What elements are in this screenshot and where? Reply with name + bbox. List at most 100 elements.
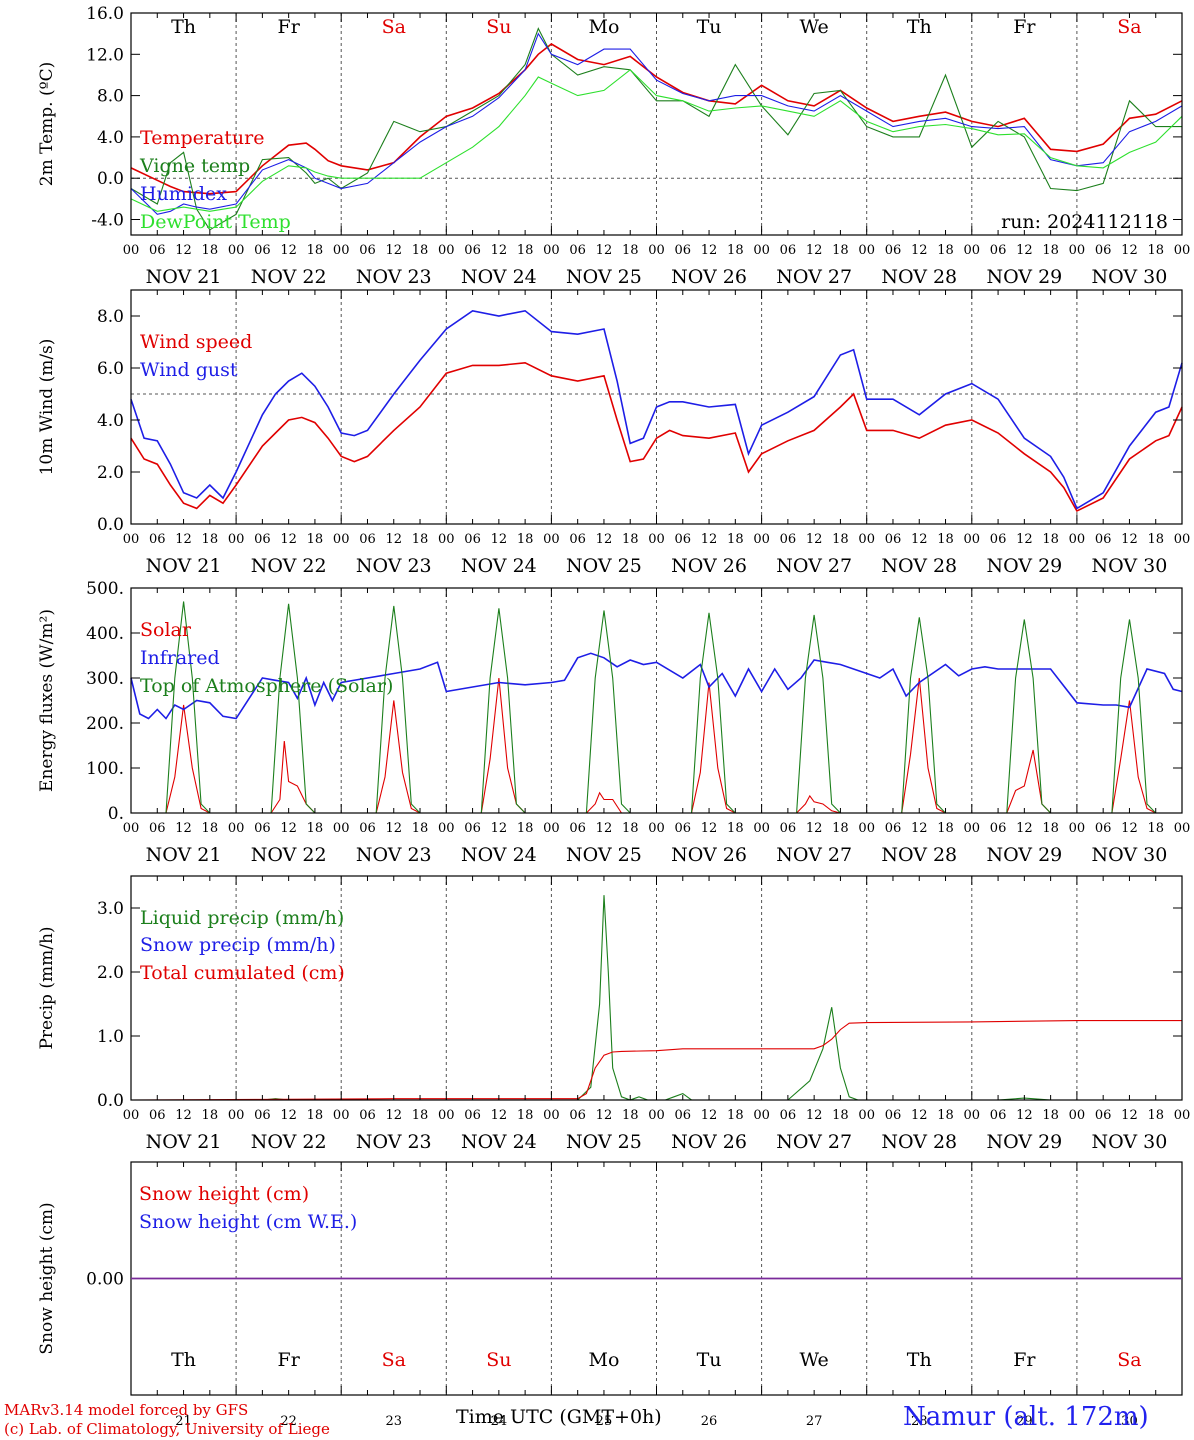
y-tick-label: 6.0 (97, 359, 124, 379)
x-date-label: NOV 29 (986, 844, 1062, 866)
x-hour-label: 06 (254, 1108, 271, 1123)
x-date-label: NOV 28 (881, 555, 957, 577)
x-hour-label: 18 (412, 243, 429, 258)
x-hour-label: 18 (307, 1108, 324, 1123)
legend-entry: Top of Atmosphere (Solar) (140, 675, 393, 697)
x-hour-label: 18 (517, 243, 534, 258)
x-date-label: NOV 26 (671, 266, 747, 288)
x-hour-label: 12 (175, 1108, 192, 1123)
x-hour-label: 18 (727, 243, 744, 258)
x-date-label: NOV 27 (776, 1131, 852, 1153)
x-date-label: NOV 27 (776, 555, 852, 577)
y-axis-label: Precip (mm/h) (37, 926, 57, 1049)
x-date-label: NOV 29 (986, 555, 1062, 577)
day-name-label: Th (171, 1349, 196, 1371)
y-axis-label: Snow height (cm) (37, 1202, 57, 1354)
legend-entry: Wind speed (140, 331, 252, 353)
y-tick-label: 8.0 (97, 87, 124, 107)
x-hour-label: 06 (149, 1108, 166, 1123)
x-date-label: NOV 29 (986, 1131, 1062, 1153)
x-date-label: NOV 27 (776, 266, 852, 288)
legend-entry: Wind gust (140, 359, 238, 381)
x-hour-label: 12 (911, 532, 928, 547)
x-hour-label: 12 (701, 1108, 718, 1123)
day-number-label: 28 (911, 1414, 928, 1429)
x-hour-label: 06 (464, 821, 481, 836)
x-hour-label: 00 (123, 1108, 140, 1123)
y-tick-label: 3.0 (97, 899, 124, 919)
x-hour-label: 06 (675, 821, 692, 836)
y-tick-label: 1.0 (97, 1027, 124, 1047)
x-hour-label: 12 (385, 821, 402, 836)
y-tick-label: 2.0 (97, 463, 124, 483)
run-annotation: run: 2024112118 (1001, 211, 1168, 233)
x-hour-label: 00 (964, 532, 981, 547)
day-name-label: Tu (697, 16, 722, 38)
x-hour-label: 12 (1121, 243, 1138, 258)
x-hour-label: 00 (228, 532, 245, 547)
x-hour-label: 00 (333, 1108, 350, 1123)
x-hour-label: 06 (1095, 1108, 1112, 1123)
y-axis-label: 2m Temp. (ºC) (37, 62, 57, 187)
y-tick-label: 400. (86, 624, 124, 644)
day-number-label: 25 (596, 1414, 613, 1429)
x-hour-label: 18 (832, 243, 849, 258)
x-hour-label: 00 (648, 1108, 665, 1123)
x-hour-label: 06 (885, 821, 902, 836)
x-hour-label: 00 (753, 532, 770, 547)
x-hour-label: 12 (491, 532, 508, 547)
x-hour-label: 06 (990, 821, 1007, 836)
x-hour-label: 18 (517, 1108, 534, 1123)
day-name-label: Mo (588, 1349, 619, 1371)
y-tick-label: 300. (86, 669, 124, 689)
x-hour-label: 06 (780, 243, 797, 258)
day-name-label: Fr (278, 1349, 301, 1371)
x-hour-label: 06 (149, 532, 166, 547)
x-hour-label: 12 (385, 243, 402, 258)
x-hour-label: 12 (1121, 532, 1138, 547)
x-date-label: NOV 24 (461, 555, 537, 577)
x-hour-label: 18 (937, 532, 954, 547)
x-hour-label: 06 (464, 532, 481, 547)
legend-entry: Snow precip (mm/h) (140, 934, 336, 956)
legend-entry: Vigne temp (139, 155, 250, 177)
day-name-label: Tu (697, 1349, 722, 1371)
day-name-label: Sa (1117, 16, 1141, 38)
legend-entry: Solar (140, 619, 192, 641)
day-name-label: Mo (588, 16, 619, 38)
x-hour-label: 12 (280, 532, 297, 547)
x-hour-label: 00 (964, 821, 981, 836)
day-name-label: Th (907, 1349, 932, 1371)
x-date-label: NOV 23 (356, 844, 432, 866)
x-hour-label: 12 (911, 243, 928, 258)
x-date-label: NOV 24 (461, 266, 537, 288)
day-number-label: 29 (1016, 1414, 1033, 1429)
x-date-label: NOV 30 (1092, 555, 1168, 577)
x-hour-label: 00 (858, 1108, 875, 1123)
x-hour-label: 06 (569, 532, 586, 547)
x-hour-label: 18 (937, 243, 954, 258)
x-hour-label: 18 (832, 532, 849, 547)
x-hour-label: 12 (911, 821, 928, 836)
x-hour-label: 00 (1174, 821, 1191, 836)
y-tick-label: 0.00 (86, 1270, 124, 1290)
legend-entry: Total cumulated (cm) (140, 962, 345, 984)
x-hour-label: 00 (228, 821, 245, 836)
x-hour-label: 06 (990, 243, 1007, 258)
x-hour-label: 18 (202, 243, 219, 258)
y-tick-label: 4.0 (97, 411, 124, 431)
day-number-label: 23 (385, 1414, 402, 1429)
x-date-label: NOV 27 (776, 844, 852, 866)
x-hour-label: 00 (543, 532, 560, 547)
x-hour-label: 18 (1147, 532, 1164, 547)
day-name-label: Su (486, 1349, 511, 1371)
legend-entry: Liquid precip (mm/h) (140, 907, 344, 929)
x-hour-label: 06 (569, 821, 586, 836)
x-hour-label: 06 (359, 532, 376, 547)
series-line (130, 69, 1183, 212)
x-hour-label: 06 (254, 243, 271, 258)
y-tick-label: -4.0 (91, 211, 124, 231)
x-hour-label: 00 (648, 243, 665, 258)
x-hour-label: 00 (1069, 243, 1086, 258)
